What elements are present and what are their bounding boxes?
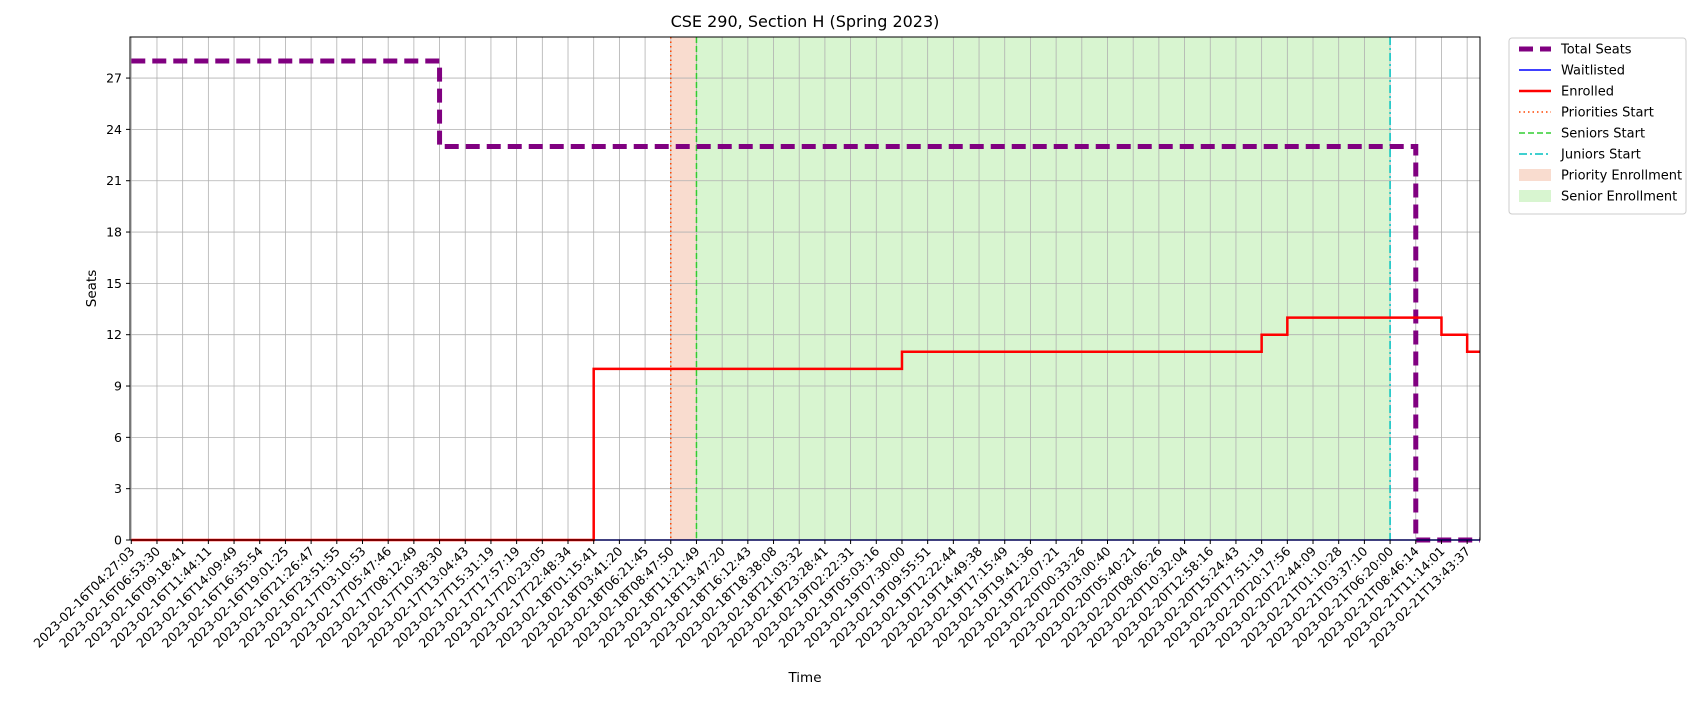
y-tick-label: 21 xyxy=(106,173,122,188)
series-enrolled xyxy=(131,316,1480,542)
legend-swatch-senior-enrollment xyxy=(1519,190,1551,202)
legend-box xyxy=(1508,37,1687,215)
y-tick-label: 12 xyxy=(106,327,122,342)
y-tick-label: 18 xyxy=(106,225,122,240)
grid-layer xyxy=(130,37,1480,541)
y-tick-label: 24 xyxy=(106,122,122,137)
y-tick-label: 9 xyxy=(114,379,122,394)
legend-swatch-priority-enrollment xyxy=(1519,169,1551,181)
plot-frame xyxy=(129,36,1481,541)
y-tick-label: 27 xyxy=(106,71,122,86)
chart-title: CSE 290, Section H (Spring 2023) xyxy=(671,12,940,31)
y-tick-label: 3 xyxy=(114,481,122,496)
vertical-lines-layer xyxy=(670,37,1391,540)
y-axis-label: Seats xyxy=(84,270,100,307)
span-senior-enrollment xyxy=(696,37,1391,540)
legend-label-priorities-start: Priorities Start xyxy=(1561,106,1654,121)
legend-label-seniors-start: Seniors Start xyxy=(1561,127,1645,142)
spans-layer xyxy=(670,37,1391,540)
legend-label-total-seats: Total Seats xyxy=(1560,43,1632,58)
y-tick-label: 0 xyxy=(114,533,122,548)
legend-label-waitlisted: Waitlisted xyxy=(1561,64,1625,79)
legend-label-senior-enrollment: Senior Enrollment xyxy=(1561,190,1677,205)
span-priority-enrollment xyxy=(670,37,697,540)
y-tick-label: 15 xyxy=(106,276,122,291)
y-ticks-layer: 0 3 6 9 12 15 18 21 24 27 xyxy=(106,71,130,548)
x-axis-label: Time xyxy=(787,670,821,686)
legend-label-priority-enrollment: Priority Enrollment xyxy=(1561,169,1682,184)
legend: Total Seats Waitlisted Enrolled Priorities … xyxy=(1508,37,1687,215)
x-ticks-layer: 2023-02-16T04:27:032023-02-16T06:53:3020… xyxy=(30,540,1473,651)
legend-label-enrolled: Enrolled xyxy=(1561,85,1614,100)
y-tick-label: 6 xyxy=(114,430,122,445)
legend-label-juniors-start: Juniors Start xyxy=(1560,148,1641,163)
